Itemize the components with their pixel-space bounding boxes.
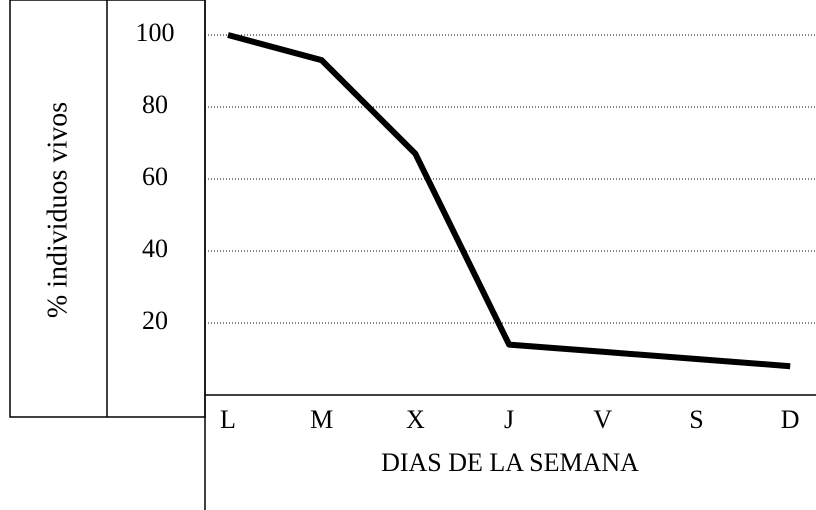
y-tick-label: 100 bbox=[136, 18, 175, 47]
x-tick-label: S bbox=[689, 405, 703, 434]
x-tick-label: J bbox=[504, 405, 514, 434]
x-tick-label: V bbox=[593, 405, 612, 434]
y-tick-label: 20 bbox=[142, 306, 168, 335]
x-tick-label: L bbox=[220, 405, 236, 434]
y-tick-label: 80 bbox=[142, 90, 168, 119]
line bbox=[227, 32, 791, 370]
x-tick-label: D bbox=[781, 405, 800, 434]
x-axis-title: DIAS DE LA SEMANA bbox=[381, 448, 639, 477]
y-axis-title: % individuos vivos bbox=[42, 102, 73, 318]
y-tick-label: 60 bbox=[142, 162, 168, 191]
x-tick-label: M bbox=[310, 405, 333, 434]
x-tick-label: X bbox=[406, 405, 425, 434]
y-tick-label: 40 bbox=[142, 234, 168, 263]
